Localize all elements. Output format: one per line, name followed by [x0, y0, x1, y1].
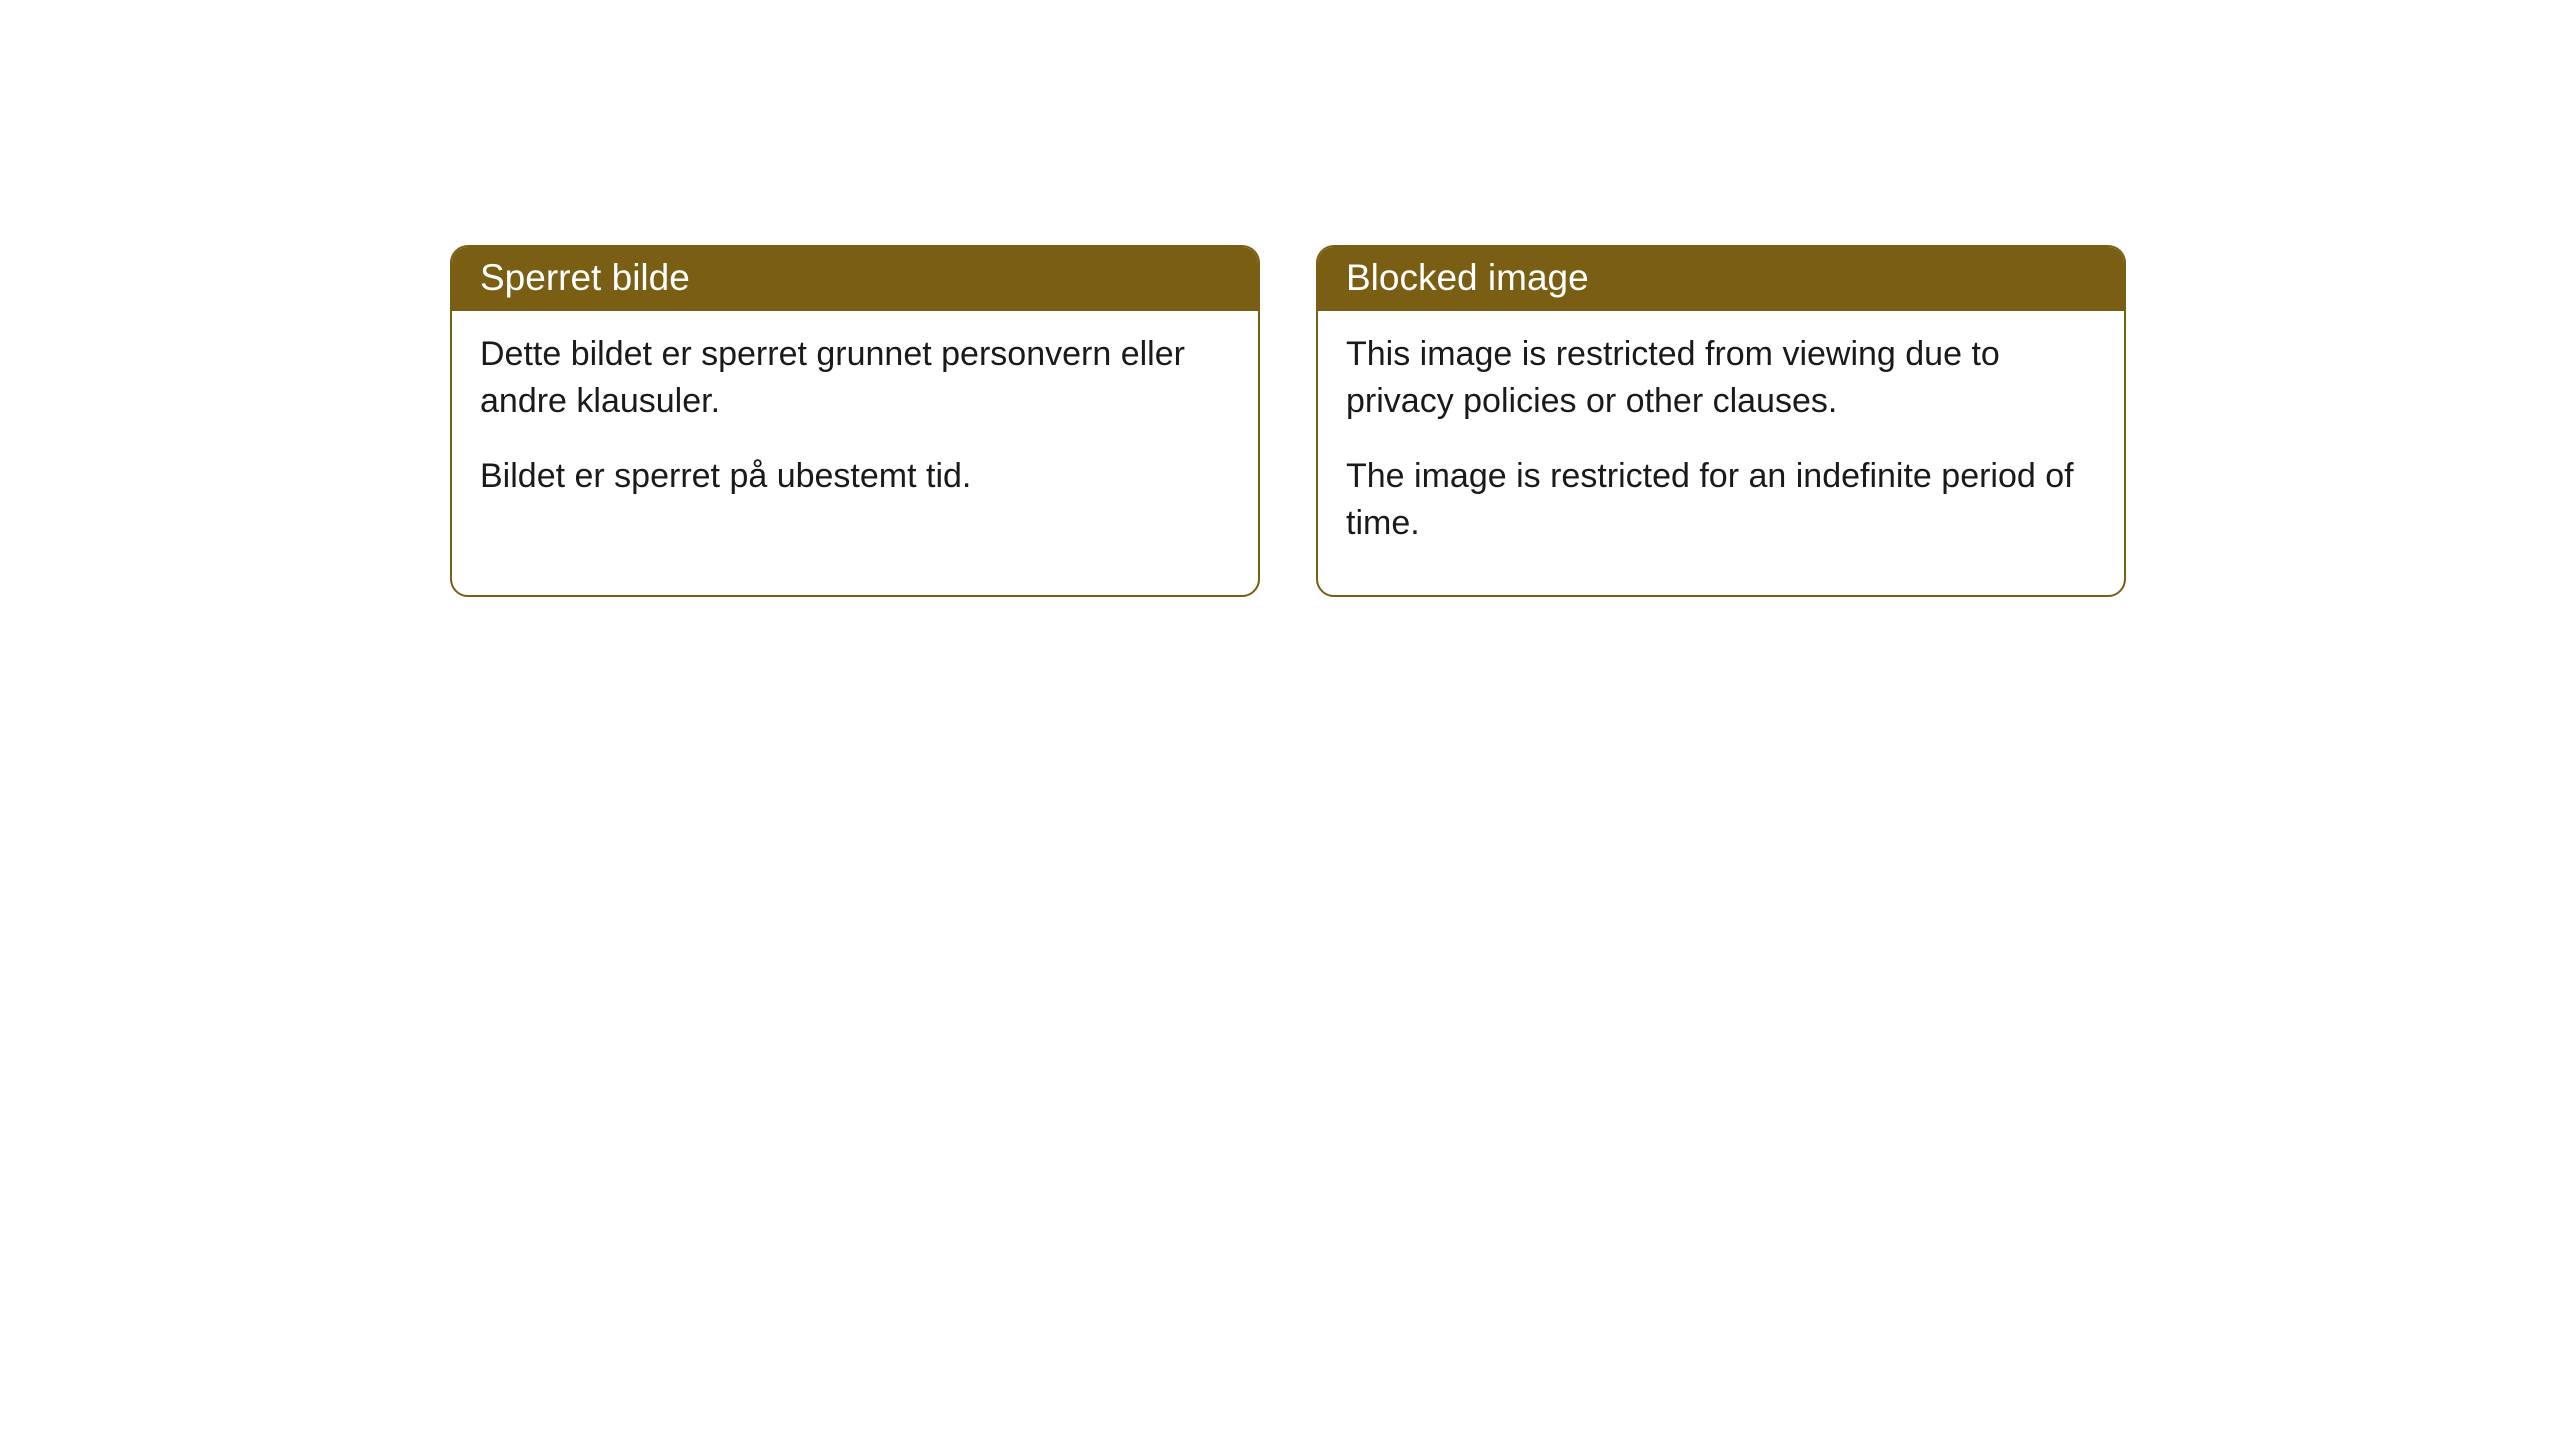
- card-paragraph-1: This image is restricted from viewing du…: [1346, 331, 2096, 425]
- blocked-image-card-norwegian: Sperret bilde Dette bildet er sperret gr…: [450, 245, 1260, 597]
- card-paragraph-2: The image is restricted for an indefinit…: [1346, 453, 2096, 547]
- card-header-english: Blocked image: [1318, 247, 2124, 311]
- card-body-english: This image is restricted from viewing du…: [1318, 311, 2124, 595]
- card-body-norwegian: Dette bildet er sperret grunnet personve…: [452, 311, 1258, 548]
- blocked-image-card-english: Blocked image This image is restricted f…: [1316, 245, 2126, 597]
- notice-container: Sperret bilde Dette bildet er sperret gr…: [0, 0, 2560, 597]
- card-paragraph-1: Dette bildet er sperret grunnet personve…: [480, 331, 1230, 425]
- card-title: Blocked image: [1346, 257, 1589, 298]
- card-title: Sperret bilde: [480, 257, 690, 298]
- card-paragraph-2: Bildet er sperret på ubestemt tid.: [480, 453, 1230, 500]
- card-header-norwegian: Sperret bilde: [452, 247, 1258, 311]
